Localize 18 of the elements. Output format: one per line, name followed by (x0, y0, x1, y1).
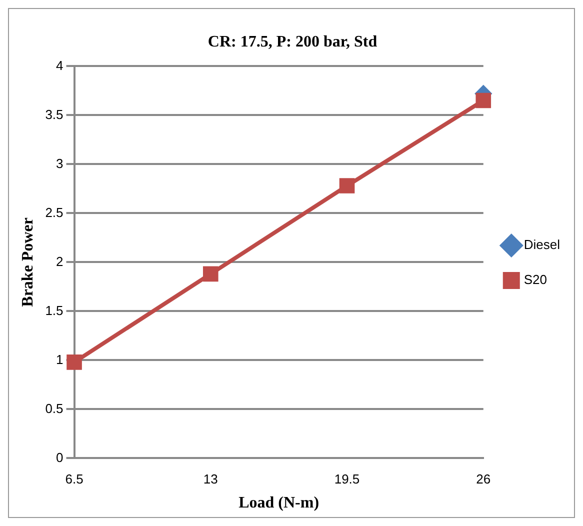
y-axis-title: Brake Power (20, 218, 37, 307)
x-tick-label: 26 (476, 472, 491, 487)
x-tick-label: 13 (203, 472, 218, 487)
y-tick-label: 3 (56, 156, 64, 171)
y-tick-label: 1.5 (45, 302, 64, 318)
x-axis-title: Load (N-m) (238, 494, 320, 512)
y-tick-label: 0.5 (45, 400, 64, 416)
legend-label: Diesel (524, 237, 560, 252)
chart-title: CR: 17.5, P: 200 bar, Std (208, 34, 378, 51)
legend-label: S20 (524, 272, 548, 288)
y-tick-label: 3.5 (45, 106, 64, 122)
x-tick-label: 6.5 (65, 472, 84, 487)
y-tick-label: 0 (56, 450, 64, 465)
y-tick-label: 2.5 (45, 204, 64, 220)
x-tick-label: 19.5 (334, 472, 360, 487)
y-tick-label: 2 (56, 254, 64, 269)
y-tick-label: 1 (56, 352, 64, 367)
y-tick-label: 4 (56, 58, 64, 73)
